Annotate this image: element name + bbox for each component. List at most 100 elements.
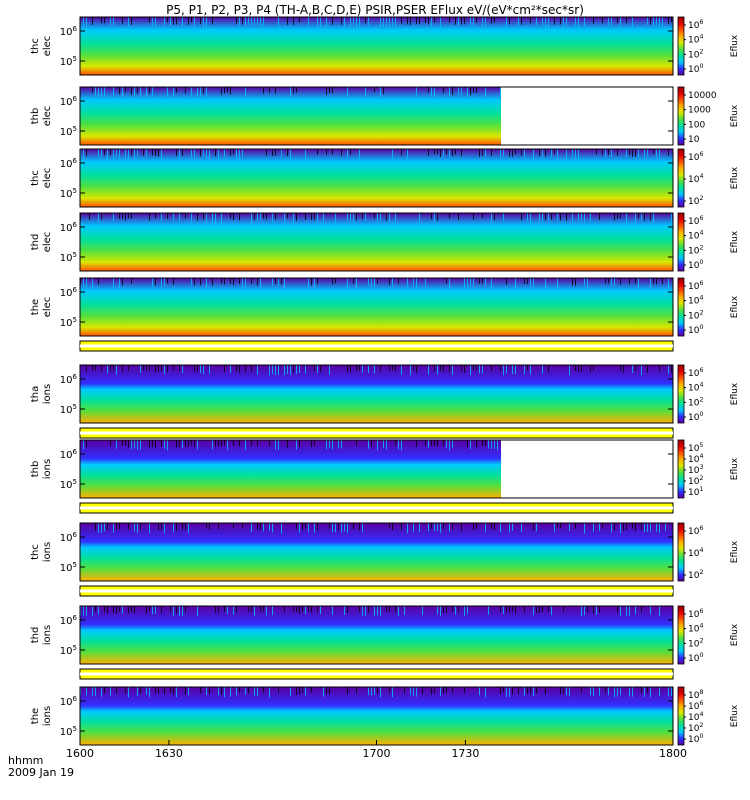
y-tick-label: 106 <box>60 286 78 299</box>
y-axis-label: ions <box>42 542 53 562</box>
colorbar-tick-label: 102 <box>688 309 703 321</box>
spectrogram-noise <box>80 149 669 160</box>
spectrogram-image <box>80 523 673 581</box>
colorbar-tick-label: 104 <box>688 382 703 394</box>
y-axis-label: thc <box>30 38 41 54</box>
panel-thc-ions: 106 105 thc ions 106 104 102 Eflux <box>30 522 740 597</box>
colorbar <box>677 605 685 665</box>
spectrogram-image <box>80 278 673 336</box>
y-tick-label: 106 <box>60 695 78 708</box>
colorbar-label: Eflux <box>730 382 740 405</box>
figure-title: P5, P1, P2, P3, P4 (TH-A,B,C,D,E) PSIR,P… <box>166 3 584 17</box>
y-tick-label: 105 <box>60 561 77 574</box>
colorbar-tick-label: 104 <box>688 173 703 185</box>
panel-frame <box>79 86 674 146</box>
y-tick-label: 106 <box>60 614 78 627</box>
colorbar-tick-label: 104 <box>688 230 703 242</box>
colorbar <box>677 439 685 499</box>
colorbar-tick-label: 106 <box>688 151 703 163</box>
spectrogram-noise <box>86 365 672 376</box>
colorbar-tick-label: 104 <box>688 547 703 559</box>
y-axis-label: thc <box>30 170 41 186</box>
y-axis-label: thb <box>30 461 41 478</box>
y-axis-label: elec <box>42 106 53 127</box>
y-tick-label: 105 <box>60 125 77 138</box>
x-tick-label: 1800 <box>659 747 687 760</box>
y-tick-label: 106 <box>60 157 78 170</box>
spectrogram-image <box>80 606 673 664</box>
y-axis-label: thc <box>30 544 41 560</box>
panel-frame <box>79 605 674 665</box>
colorbar-label: Eflux <box>730 704 740 727</box>
colorbar-tick-label: 106 <box>688 215 703 227</box>
y-tick-label: 106 <box>60 448 78 461</box>
panel-frame <box>79 439 674 499</box>
y-axis-label: thd <box>30 234 41 251</box>
spectrogram-image <box>80 440 502 498</box>
colorbar-tick-label: 100 <box>688 652 703 664</box>
colorbar <box>677 522 685 582</box>
spectrogram-noise <box>80 606 660 617</box>
spectrogram-noise <box>80 687 672 698</box>
colorbar <box>677 148 685 208</box>
y-axis-label: elec <box>42 232 53 253</box>
y-tick-label: 105 <box>60 478 77 491</box>
y-axis-label: tha <box>30 386 41 402</box>
y-tick-label: 105 <box>60 316 77 329</box>
colorbar-tick-label: 102 <box>688 637 703 649</box>
y-tick-label: 106 <box>60 221 78 234</box>
panel-tha-ions: 106 105 tha ions 106 104 102 100 Eflux <box>30 364 740 439</box>
y-axis-label: thb <box>30 108 41 125</box>
y-tick-label: 105 <box>60 187 77 200</box>
colorbar-tick-label: 104 <box>688 295 703 307</box>
colorbar-tick-label: 100 <box>688 120 705 130</box>
colorbar-label: Eflux <box>730 540 740 563</box>
colorbar-label: Eflux <box>730 166 740 189</box>
y-tick-label: 105 <box>60 403 77 416</box>
y-tick-label: 105 <box>60 251 77 264</box>
panel-frame <box>79 364 674 424</box>
colorbar-tick-label: 106 <box>688 367 703 379</box>
y-axis-label: elec <box>42 168 53 189</box>
y-axis-label: elec <box>42 36 53 57</box>
colorbar-tick-label: 100 <box>688 733 703 745</box>
colorbar-tick-label: 102 <box>688 48 703 60</box>
spectrogram-image <box>80 365 673 423</box>
y-axis-label: the <box>30 299 41 315</box>
colorbar-label: Eflux <box>730 34 740 57</box>
colorbar-tick-label: 1000 <box>688 106 711 116</box>
colorbar-label: Eflux <box>730 623 740 646</box>
time-axis-label: hhmm <box>8 754 43 767</box>
colorbar <box>677 686 685 746</box>
colorbar-tick-label: 104 <box>688 34 703 46</box>
colorbar <box>677 277 685 337</box>
colorbar-tick-label: 100 <box>688 324 703 336</box>
spectrogram-image <box>80 687 673 745</box>
y-tick-label: 105 <box>60 55 77 68</box>
colorbar-tick-label: 106 <box>688 525 703 537</box>
panel-thd-ions: 106 105 thd ions 106 104 102 100 Eflux <box>30 605 740 680</box>
colorbar-tick-label: 106 <box>688 19 703 31</box>
colorbar-tick-label: 100 <box>688 63 703 75</box>
y-tick-label: 106 <box>60 25 78 38</box>
y-axis-label: ions <box>42 625 53 645</box>
spectrogram-noise <box>83 440 498 451</box>
y-tick-label: 105 <box>60 725 77 738</box>
y-axis-label: ions <box>42 384 53 404</box>
colorbar-tick-label: 10000 <box>688 91 717 101</box>
y-axis-label: thd <box>30 627 41 644</box>
colorbar-label: Eflux <box>730 457 740 480</box>
y-tick-label: 106 <box>60 373 78 386</box>
colorbar-tick-label: 101 <box>688 486 703 498</box>
colorbar <box>677 364 685 424</box>
colorbar-label: Eflux <box>730 295 740 318</box>
colorbar-tick-label: 102 <box>688 244 703 256</box>
spectrogram-noise <box>80 213 672 224</box>
panel-thd-elec: 106 105 thd elec 106 104 102 100 Eflux <box>30 212 740 272</box>
colorbar-tick-label: 106 <box>688 280 703 292</box>
panel-frame <box>79 212 674 272</box>
y-axis-label: the <box>30 708 41 724</box>
